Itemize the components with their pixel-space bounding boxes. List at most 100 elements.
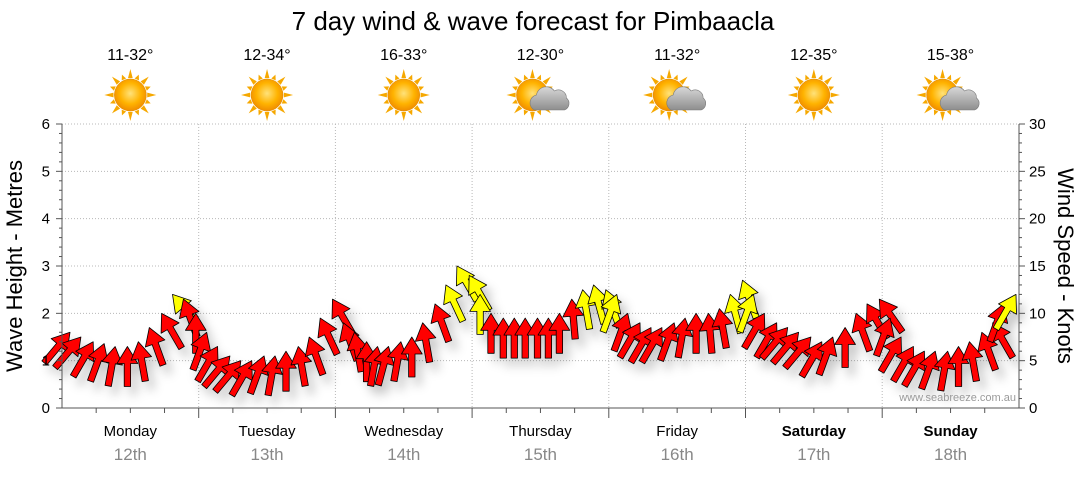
sun-ray	[110, 86, 116, 91]
wind-arrow	[160, 312, 185, 350]
wind-arrow	[736, 294, 758, 334]
y-tick-label-right: 10	[1029, 305, 1046, 322]
sun-ray	[144, 86, 151, 91]
sun-ray	[514, 76, 523, 85]
sun-ray	[246, 99, 253, 104]
sun-ray	[258, 109, 263, 116]
sun-ray	[395, 109, 400, 116]
wind-arrow	[304, 336, 327, 377]
sun-ray	[946, 109, 952, 116]
y-tick-label-right: 25	[1029, 163, 1046, 180]
sun-ray	[795, 76, 804, 85]
sun-ray	[818, 109, 823, 116]
sun-ray	[283, 92, 294, 98]
sun-ray	[271, 74, 276, 81]
wind-arrow	[599, 294, 622, 334]
sun-ray	[648, 99, 655, 104]
sun-disc	[114, 78, 147, 112]
wind-arrow	[991, 322, 1016, 360]
wind-arrow	[443, 284, 467, 323]
sun-ray	[248, 105, 257, 114]
sun-ray	[793, 86, 800, 91]
wind-arrow	[873, 317, 895, 358]
day-date-label: 18th	[934, 445, 967, 464]
sun-ray	[246, 86, 253, 91]
sun-ray	[408, 109, 413, 116]
sun-ray	[643, 92, 653, 98]
sun-ray	[111, 105, 121, 114]
sun-ray	[828, 86, 835, 91]
day-date-label: 14th	[387, 445, 420, 464]
wind-arrow	[228, 360, 253, 398]
wind-arrow	[468, 275, 493, 313]
sun-ray	[418, 86, 425, 91]
sun-ray	[385, 76, 394, 85]
wind-arrow	[610, 312, 633, 353]
sun-ray	[805, 109, 810, 116]
day-date-label: 17th	[797, 445, 830, 464]
wind-arrow	[414, 322, 437, 364]
sun-ray	[420, 92, 430, 98]
sun-ray	[523, 74, 529, 81]
sun-ray	[650, 76, 659, 85]
sun-ray	[248, 76, 257, 85]
wind-arrow	[798, 341, 823, 379]
sun-disc	[250, 78, 284, 112]
y-tick-label-right: 5	[1029, 353, 1037, 370]
sun-ray	[523, 109, 529, 116]
wind-arrow	[317, 317, 341, 357]
wind-arrow	[87, 343, 109, 383]
sun-ray	[408, 74, 413, 81]
sun-ray	[383, 99, 390, 104]
sun-ray	[104, 92, 114, 98]
y-axis-right-label: Wind Speed - Knots	[1053, 168, 1078, 364]
sun-ray	[924, 76, 933, 85]
sun-ray	[940, 111, 945, 121]
sun-ray	[666, 69, 672, 79]
wind-arrow	[638, 327, 663, 365]
sun-ray	[281, 86, 288, 91]
cloud-icon	[666, 86, 707, 111]
sun-ray	[650, 105, 659, 114]
sun-ray	[144, 99, 151, 104]
sun-ray	[811, 69, 817, 79]
wind-arrow	[711, 308, 733, 349]
sun-ray	[271, 109, 276, 116]
sun-ray	[536, 74, 542, 81]
temperature-label: 15-38°	[927, 47, 974, 64]
sun-ray	[795, 105, 804, 114]
cloud-shape	[666, 86, 707, 111]
sun-ray	[383, 86, 390, 91]
sun-ray	[660, 74, 665, 81]
sun-ray	[277, 76, 286, 85]
y-tick-label-left: 3	[42, 258, 50, 275]
wind-arrow	[616, 322, 641, 360]
sun-ray	[418, 99, 425, 104]
wind-arrow	[834, 327, 856, 368]
sun-ray	[916, 92, 926, 98]
sun-ray	[241, 92, 251, 98]
day-name-label: Monday	[104, 423, 158, 440]
sun-ray	[401, 111, 407, 121]
wind-arrow	[878, 298, 906, 335]
wind-arrow	[782, 336, 812, 371]
wind-arrow	[101, 346, 123, 387]
sun-icon	[241, 69, 294, 121]
sun-ray	[281, 99, 288, 104]
y-tick-label-right: 0	[1029, 400, 1037, 417]
wind-arrow	[877, 336, 903, 374]
sun-ray	[413, 76, 423, 85]
sun-disc	[797, 78, 831, 112]
wind-arrows	[41, 265, 1017, 398]
wind-arrow	[480, 312, 502, 354]
wind-arrow	[815, 336, 838, 377]
wind-arrow	[130, 341, 152, 383]
wind-arrow	[52, 336, 82, 371]
sun-ray	[111, 76, 121, 85]
temperature-label: 11-32°	[654, 47, 700, 64]
wind-arrow	[918, 350, 940, 391]
watermark: www.seabreeze.com.au	[898, 392, 1016, 404]
sun-ray	[413, 105, 423, 114]
